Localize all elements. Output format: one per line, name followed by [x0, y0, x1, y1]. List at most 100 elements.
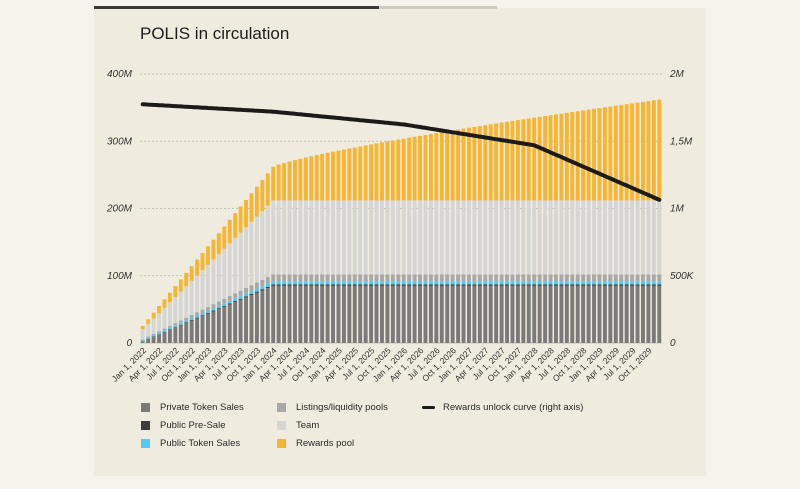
bar-segment [635, 274, 640, 282]
bar-segment [515, 200, 520, 275]
bar-segment [510, 284, 515, 286]
bar-segment [423, 200, 428, 275]
bar-segment [222, 306, 227, 343]
bar-segment [641, 200, 645, 275]
bar-segment [173, 286, 178, 298]
bar-segment [244, 296, 248, 298]
bar-segment [619, 284, 624, 286]
bar-segment [456, 284, 461, 286]
bar-segment [216, 233, 221, 255]
bar-segment [325, 200, 330, 275]
bar-segment [287, 284, 292, 286]
bar-segment [412, 136, 417, 201]
bar-segment [554, 281, 558, 285]
bar-segment [526, 281, 531, 285]
bar-segment [260, 290, 265, 343]
bar-segment [227, 304, 232, 343]
bar-segment [216, 305, 221, 309]
bar-segment [390, 285, 395, 343]
bar-segment [358, 200, 363, 275]
bar-segment [445, 285, 450, 343]
bar-segment [592, 108, 596, 201]
bar-segment [396, 274, 401, 282]
bar-segment [592, 274, 596, 282]
bar-segment [358, 284, 363, 286]
bar-segment [613, 274, 618, 282]
bar-segment [581, 110, 586, 201]
bar-segment [564, 200, 569, 275]
bar-segment [276, 274, 281, 282]
bar-segment [418, 200, 422, 275]
bar-segment [374, 284, 379, 286]
bar-segment [265, 173, 270, 206]
bar-segment [303, 284, 308, 286]
bar-segment [369, 285, 374, 343]
bar-segment [570, 200, 575, 275]
bar-segment [374, 281, 379, 285]
tab-indicator-inactive [379, 6, 497, 9]
bar-segment [559, 285, 564, 343]
bar-segment [608, 274, 613, 282]
bar-segment [369, 144, 374, 201]
bar-segment [244, 293, 248, 297]
bar-segment [554, 274, 558, 282]
bar-segment [140, 325, 145, 330]
bar-segment [581, 200, 586, 275]
bar-segment [352, 285, 357, 343]
bar-segment [173, 327, 178, 343]
bar-segment [543, 284, 548, 286]
bar-segment [630, 285, 635, 343]
bar-segment [641, 284, 645, 286]
bar-segment [510, 200, 515, 275]
bar-segment [178, 324, 183, 326]
bar-segment [146, 337, 151, 339]
bar-segment [298, 274, 303, 282]
bar-segment [646, 285, 651, 343]
bar-segment [227, 219, 232, 244]
bar-segment [167, 329, 172, 331]
bar-segment [341, 149, 346, 201]
bar-segment [265, 286, 270, 289]
bar-segment [358, 285, 363, 343]
bar-segment [293, 200, 297, 275]
bar-segment [428, 133, 433, 201]
bar-segment [227, 296, 232, 301]
bar-segment [200, 252, 205, 271]
bar-segment [510, 120, 515, 201]
bar-segment [396, 139, 401, 201]
bar-segment [483, 125, 488, 201]
bar-segment [635, 284, 640, 286]
bar-segment [341, 274, 346, 282]
bar-segment [651, 200, 656, 275]
bar-segment [287, 281, 292, 285]
bar-segment [363, 281, 368, 285]
bar-segment [581, 281, 586, 285]
bar-segment [418, 281, 422, 285]
bar-segment [657, 274, 662, 282]
bar-segment [570, 284, 575, 286]
bar-segment [151, 318, 156, 334]
bar-segment [526, 274, 531, 282]
bar-segment [385, 281, 390, 285]
bar-segment [597, 284, 602, 286]
bar-segment [651, 285, 656, 343]
bar-segment [630, 274, 635, 282]
bar-segment [548, 284, 553, 286]
bar-segment [227, 243, 232, 297]
bar-segment [630, 284, 635, 286]
bar-segment [260, 211, 265, 280]
bar-segment [195, 315, 200, 318]
bar-segment [146, 323, 151, 337]
bar-segment [314, 281, 319, 285]
bar-segment [532, 274, 537, 282]
bar-segment [646, 281, 651, 285]
bar-segment [613, 200, 618, 275]
bar-segment [602, 284, 607, 286]
bar-segment [325, 285, 330, 343]
bar-segment [303, 200, 308, 275]
bar-segment [303, 274, 308, 282]
bar-segment [363, 284, 368, 286]
bar-segment [211, 308, 216, 311]
bar-segment [624, 200, 629, 275]
bar-segment [613, 281, 618, 285]
